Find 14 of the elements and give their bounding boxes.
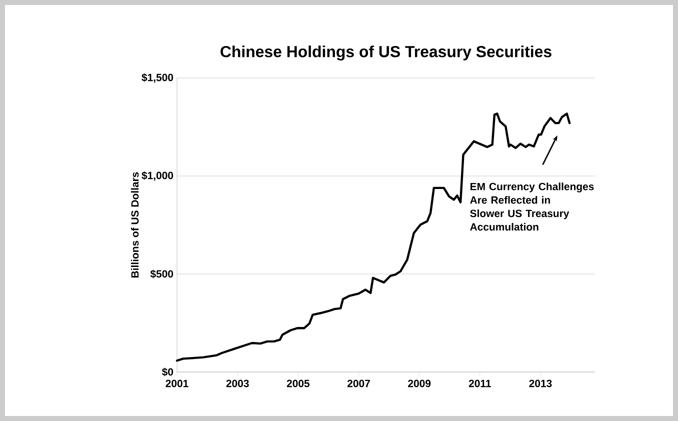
x-tick-label: 2013 <box>529 380 552 388</box>
y-tick-label: $1,000 <box>142 171 174 181</box>
annotation: EM Currency Challenges Are Reflected in Slower US Treasury Accumulation <box>470 182 594 231</box>
chart-title: Chinese Holdings of US Treasury Securities <box>220 46 552 60</box>
x-tick-label: 2011 <box>468 380 491 388</box>
x-tick-label: 2007 <box>347 380 370 388</box>
y-tick-label: $1,500 <box>142 73 174 83</box>
x-tick-label: 2005 <box>286 380 310 388</box>
y-axis-title: Billions of US Dollars <box>130 172 139 278</box>
x-tick-label: 2009 <box>408 380 431 388</box>
y-tick-label: $500 <box>150 270 174 278</box>
x-tick-label: 2001 <box>166 380 188 388</box>
x-tick-label: 2003 <box>226 380 249 388</box>
y-tick-label: $0 <box>162 368 174 376</box>
